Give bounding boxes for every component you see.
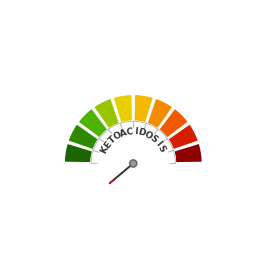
Text: K: K (99, 145, 110, 155)
Text: S: S (156, 144, 167, 154)
Circle shape (129, 160, 137, 167)
Wedge shape (94, 98, 120, 129)
Polygon shape (91, 121, 176, 164)
Wedge shape (134, 94, 154, 123)
Text: D: D (137, 128, 147, 138)
Text: E: E (102, 139, 113, 150)
Text: O: O (112, 130, 123, 142)
Wedge shape (78, 108, 108, 138)
Text: I: I (153, 139, 162, 148)
Wedge shape (147, 98, 173, 129)
Wedge shape (113, 94, 133, 123)
Wedge shape (64, 143, 93, 163)
Wedge shape (159, 108, 188, 138)
Wedge shape (68, 124, 99, 150)
Text: S: S (148, 133, 159, 144)
Text: A: A (118, 128, 128, 139)
Text: O: O (142, 130, 153, 141)
Text: C: C (125, 127, 133, 137)
Wedge shape (168, 124, 199, 150)
Text: T: T (107, 134, 118, 145)
Wedge shape (174, 143, 202, 163)
Text: I: I (134, 127, 138, 137)
Circle shape (131, 161, 135, 165)
